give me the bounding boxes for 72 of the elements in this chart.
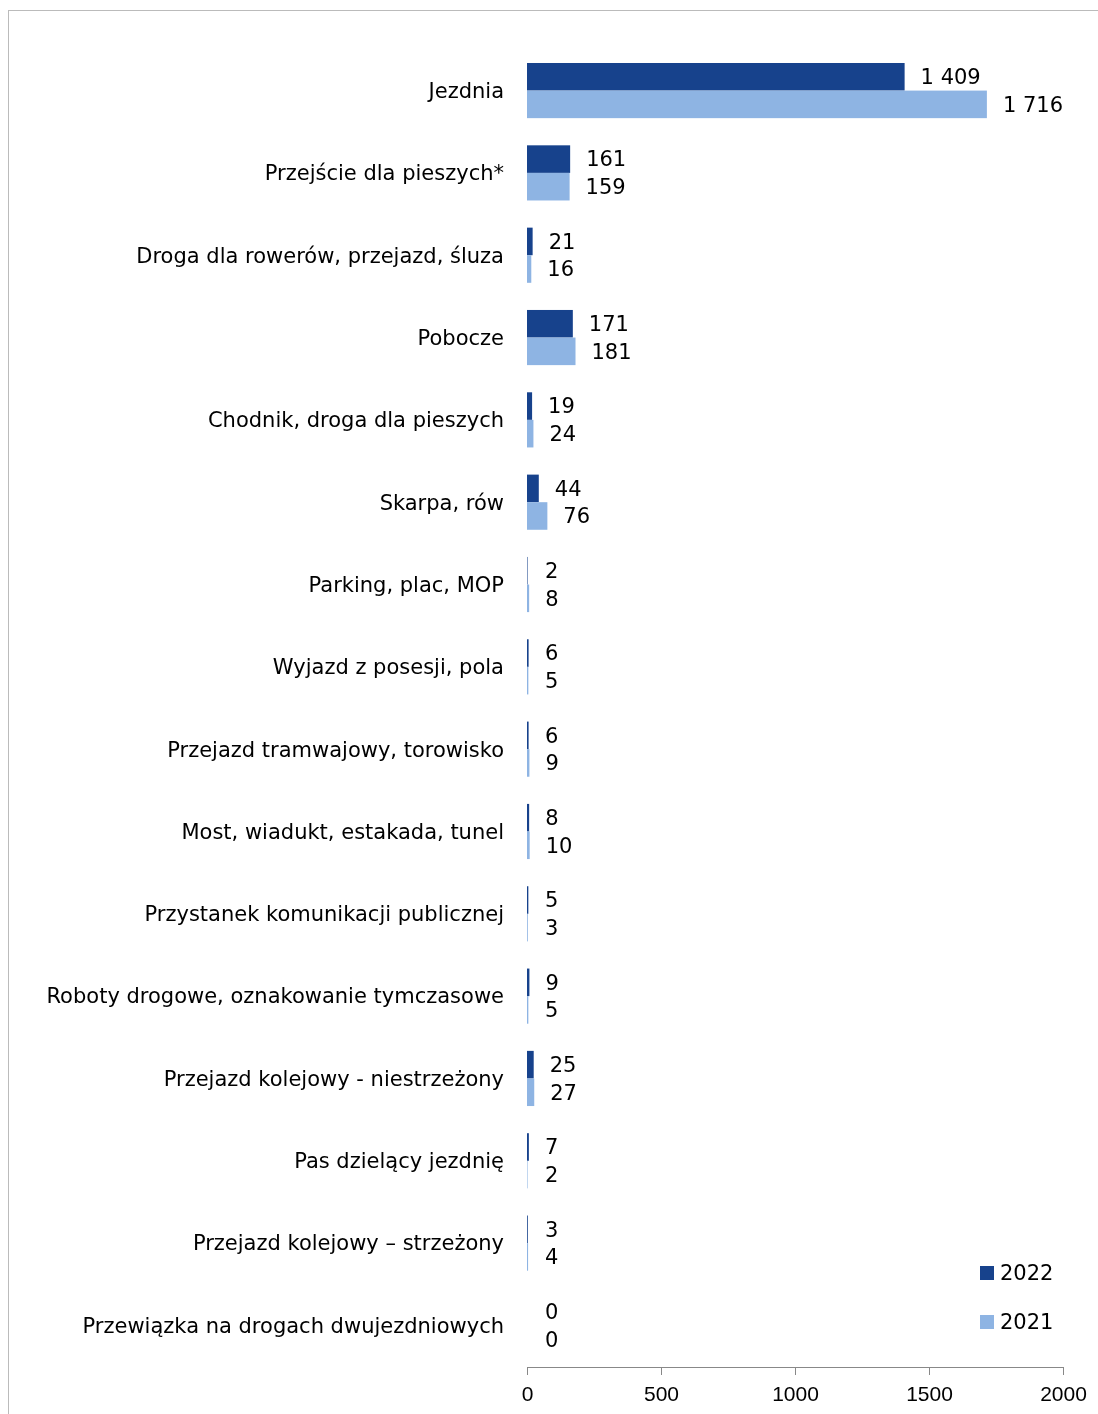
legend-label: 2021 [1000,1310,1054,1335]
data-label: 9 [545,751,559,776]
x-tick-label: 0 [521,1382,534,1406]
bar [527,145,571,173]
y-tick-label: Pas dzielący jezdnię [294,1149,504,1174]
y-tick-label: Roboty drogowe, oznakowanie tymczasowe [46,984,504,1009]
data-label: 1 409 [920,65,981,90]
y-tick-label: Przejście dla pieszych* [264,161,504,186]
data-label: 10 [545,833,573,858]
data-label: 181 [591,339,632,364]
data-label: 171 [588,312,629,337]
data-label: 0 [545,1327,559,1352]
data-label: 2 [545,1162,559,1187]
y-tick-label: Droga dla rowerów, przejazd, śluza [136,243,504,268]
y-tick-label: Parking, plac, MOP [308,572,504,597]
data-label: 27 [550,1080,577,1105]
data-label: 159 [585,175,626,200]
bar [527,584,530,613]
bar [527,1078,535,1107]
data-label: 3 [545,915,559,940]
data-label: 6 [545,641,559,666]
y-tick-label: Pobocze [417,325,504,350]
data-label: 21 [548,229,576,254]
y-tick-label: Przewiązka na drogach dwujezdniowych [82,1313,504,1338]
data-label: 161 [586,147,627,172]
bar [527,255,532,283]
bar [527,309,573,338]
bar [527,90,987,119]
y-tick-label: Przejazd tramwajowy, torowisko [167,737,504,762]
y-tick-label: Chodnik, droga dla pieszych [207,408,504,433]
bar [527,419,534,448]
data-label: 76 [563,504,591,529]
data-label: 9 [545,970,559,995]
data-label: 0 [545,1299,559,1324]
y-tick-label: Przejazd kolejowy - niestrzeżony [163,1066,504,1091]
y-tick-label: Jezdnia [426,78,504,103]
bar [527,831,530,860]
bar [527,337,576,366]
data-label: 7 [545,1135,559,1160]
bar [527,172,570,201]
legend-label: 2022 [1000,1261,1054,1286]
data-label: 1 716 [1002,92,1064,117]
data-label: 2 [545,559,559,584]
data-label: 6 [545,723,559,748]
x-tick-label: 1000 [772,1382,819,1406]
data-label: 5 [545,668,559,693]
data-label: 16 [547,257,575,282]
y-tick-label: Wyjazd z posesji, pola [272,655,504,680]
data-label: 5 [545,998,559,1023]
data-label: 8 [545,586,559,611]
bar [527,803,530,832]
bar [527,392,533,420]
x-tick-label: 2000 [1040,1382,1087,1406]
bar [527,474,539,503]
data-label: 5 [545,888,559,913]
bar [527,227,533,256]
y-tick-label: Przystanek komunikacji publicznej [144,902,504,927]
bar [527,1050,534,1079]
x-tick-label: 500 [643,1382,680,1406]
bar [527,502,548,530]
data-label: 44 [554,476,582,501]
data-label: 24 [549,422,577,447]
data-label: 4 [545,1245,559,1270]
data-label: 25 [549,1053,577,1078]
y-tick-label: Most, wiadukt, estakada, tunel [181,819,504,844]
y-tick-label: Skarpa, rów [379,490,504,515]
data-label: 3 [545,1217,559,1242]
y-tick-label: Przejazd kolejowy – strzeżony [192,1231,504,1256]
x-tick-label: 1500 [906,1382,953,1406]
data-label: 8 [545,806,559,831]
bar [527,63,905,91]
data-label: 19 [548,394,575,419]
